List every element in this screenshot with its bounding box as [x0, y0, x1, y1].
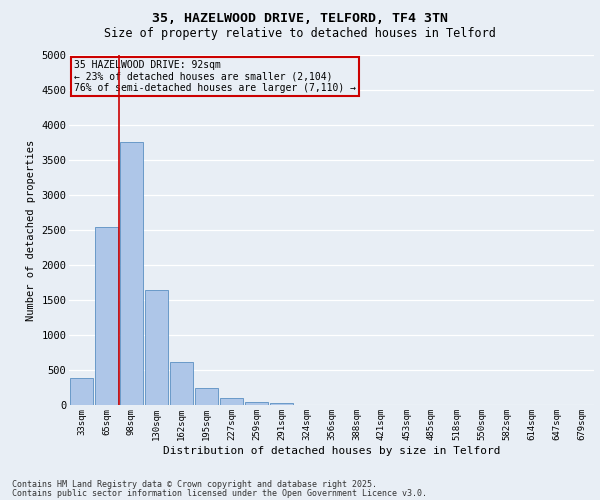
- Text: Size of property relative to detached houses in Telford: Size of property relative to detached ho…: [104, 28, 496, 40]
- Bar: [195, 388, 218, 405]
- Text: 35, HAZELWOOD DRIVE, TELFORD, TF4 3TN: 35, HAZELWOOD DRIVE, TELFORD, TF4 3TN: [152, 12, 448, 26]
- Bar: [270, 402, 293, 405]
- Bar: [145, 290, 168, 405]
- Bar: [70, 378, 93, 405]
- Bar: [120, 142, 143, 405]
- Text: Contains public sector information licensed under the Open Government Licence v3: Contains public sector information licen…: [12, 489, 427, 498]
- X-axis label: Distribution of detached houses by size in Telford: Distribution of detached houses by size …: [163, 446, 500, 456]
- Bar: [245, 402, 268, 405]
- Bar: [170, 362, 193, 405]
- Y-axis label: Number of detached properties: Number of detached properties: [26, 140, 35, 320]
- Bar: [220, 398, 243, 405]
- Text: 35 HAZELWOOD DRIVE: 92sqm
← 23% of detached houses are smaller (2,104)
76% of se: 35 HAZELWOOD DRIVE: 92sqm ← 23% of detac…: [74, 60, 356, 94]
- Bar: [95, 226, 118, 405]
- Text: Contains HM Land Registry data © Crown copyright and database right 2025.: Contains HM Land Registry data © Crown c…: [12, 480, 377, 489]
